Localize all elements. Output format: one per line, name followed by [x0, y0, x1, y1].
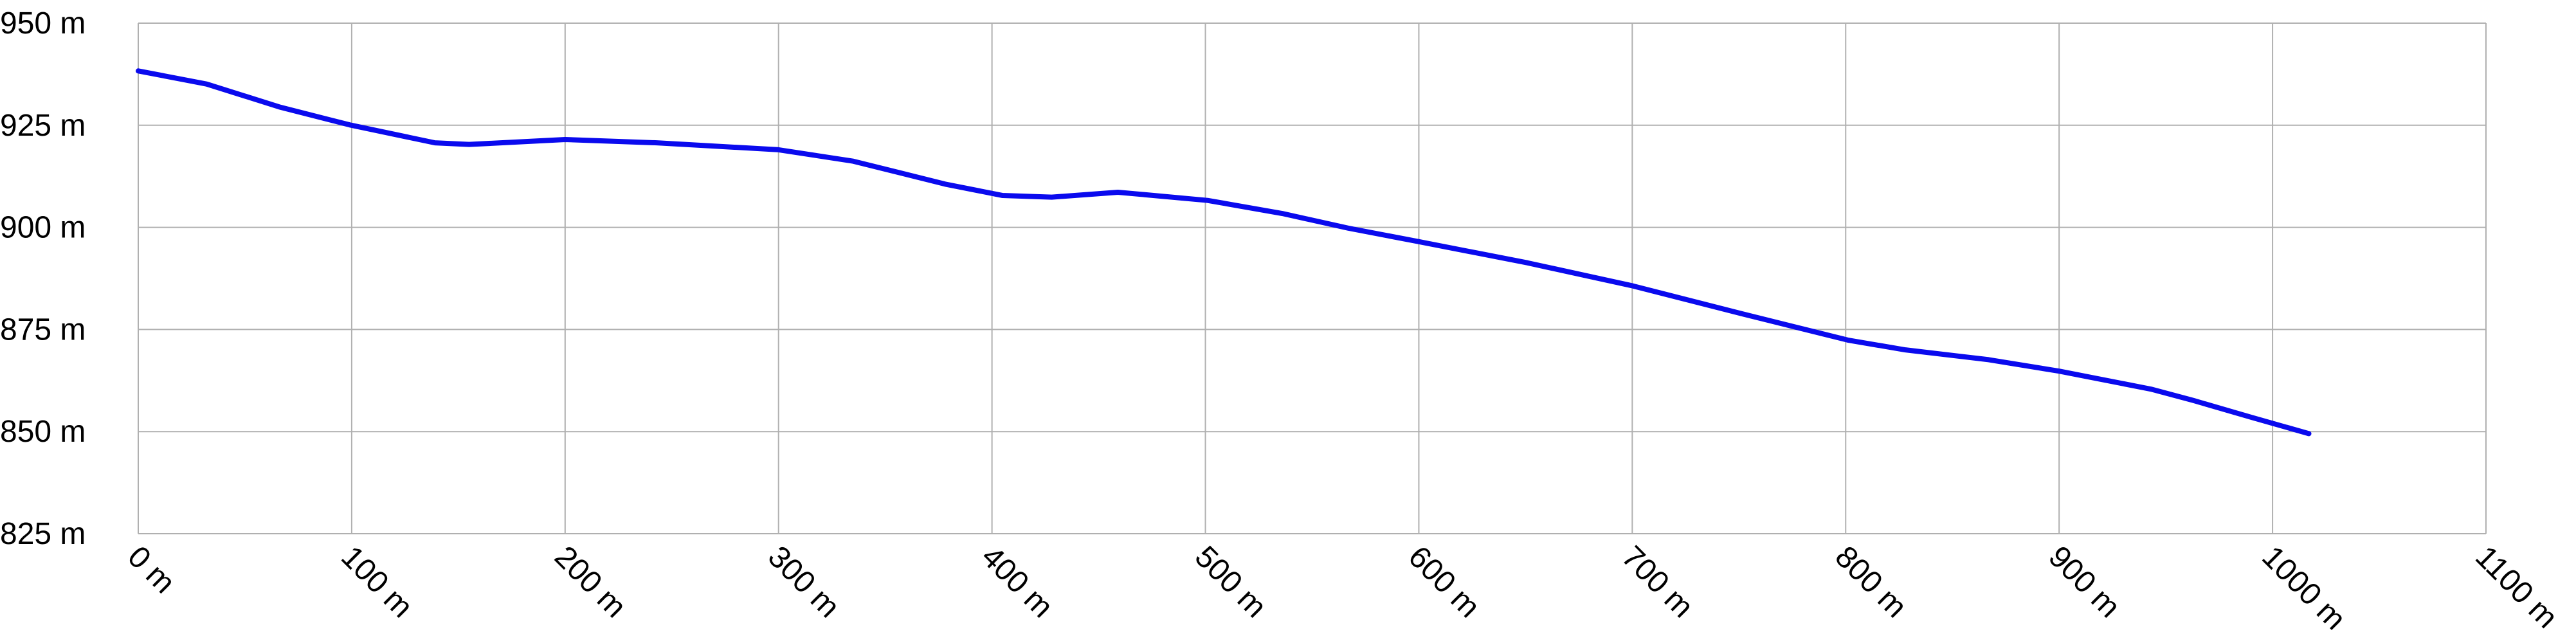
x-tick-label: 0 m [121, 539, 181, 600]
y-tick-label: 850 m [0, 415, 86, 449]
x-tick-label: 100 m [334, 539, 419, 624]
x-tick-label: 1000 m [2255, 539, 2352, 637]
x-tick-label: 900 m [2042, 539, 2127, 624]
y-tick-label: 900 m [0, 211, 86, 245]
x-tick-label: 300 m [761, 539, 846, 624]
x-tick-label: 1100 m [2469, 539, 2564, 635]
elevation-line [136, 68, 2312, 437]
x-tick-label: 700 m [1615, 539, 1700, 624]
x-tick-label: 500 m [1188, 539, 1273, 624]
x-tick-label: 800 m [1829, 539, 1914, 624]
x-tick-label: 600 m [1402, 539, 1487, 624]
x-tick-label: 400 m [975, 539, 1060, 624]
y-tick-label: 950 m [0, 6, 86, 41]
x-tick-label: 200 m [548, 539, 633, 624]
y-tick-label: 825 m [0, 517, 86, 551]
y-tick-label: 925 m [0, 109, 86, 143]
y-tick-label: 875 m [0, 312, 86, 347]
